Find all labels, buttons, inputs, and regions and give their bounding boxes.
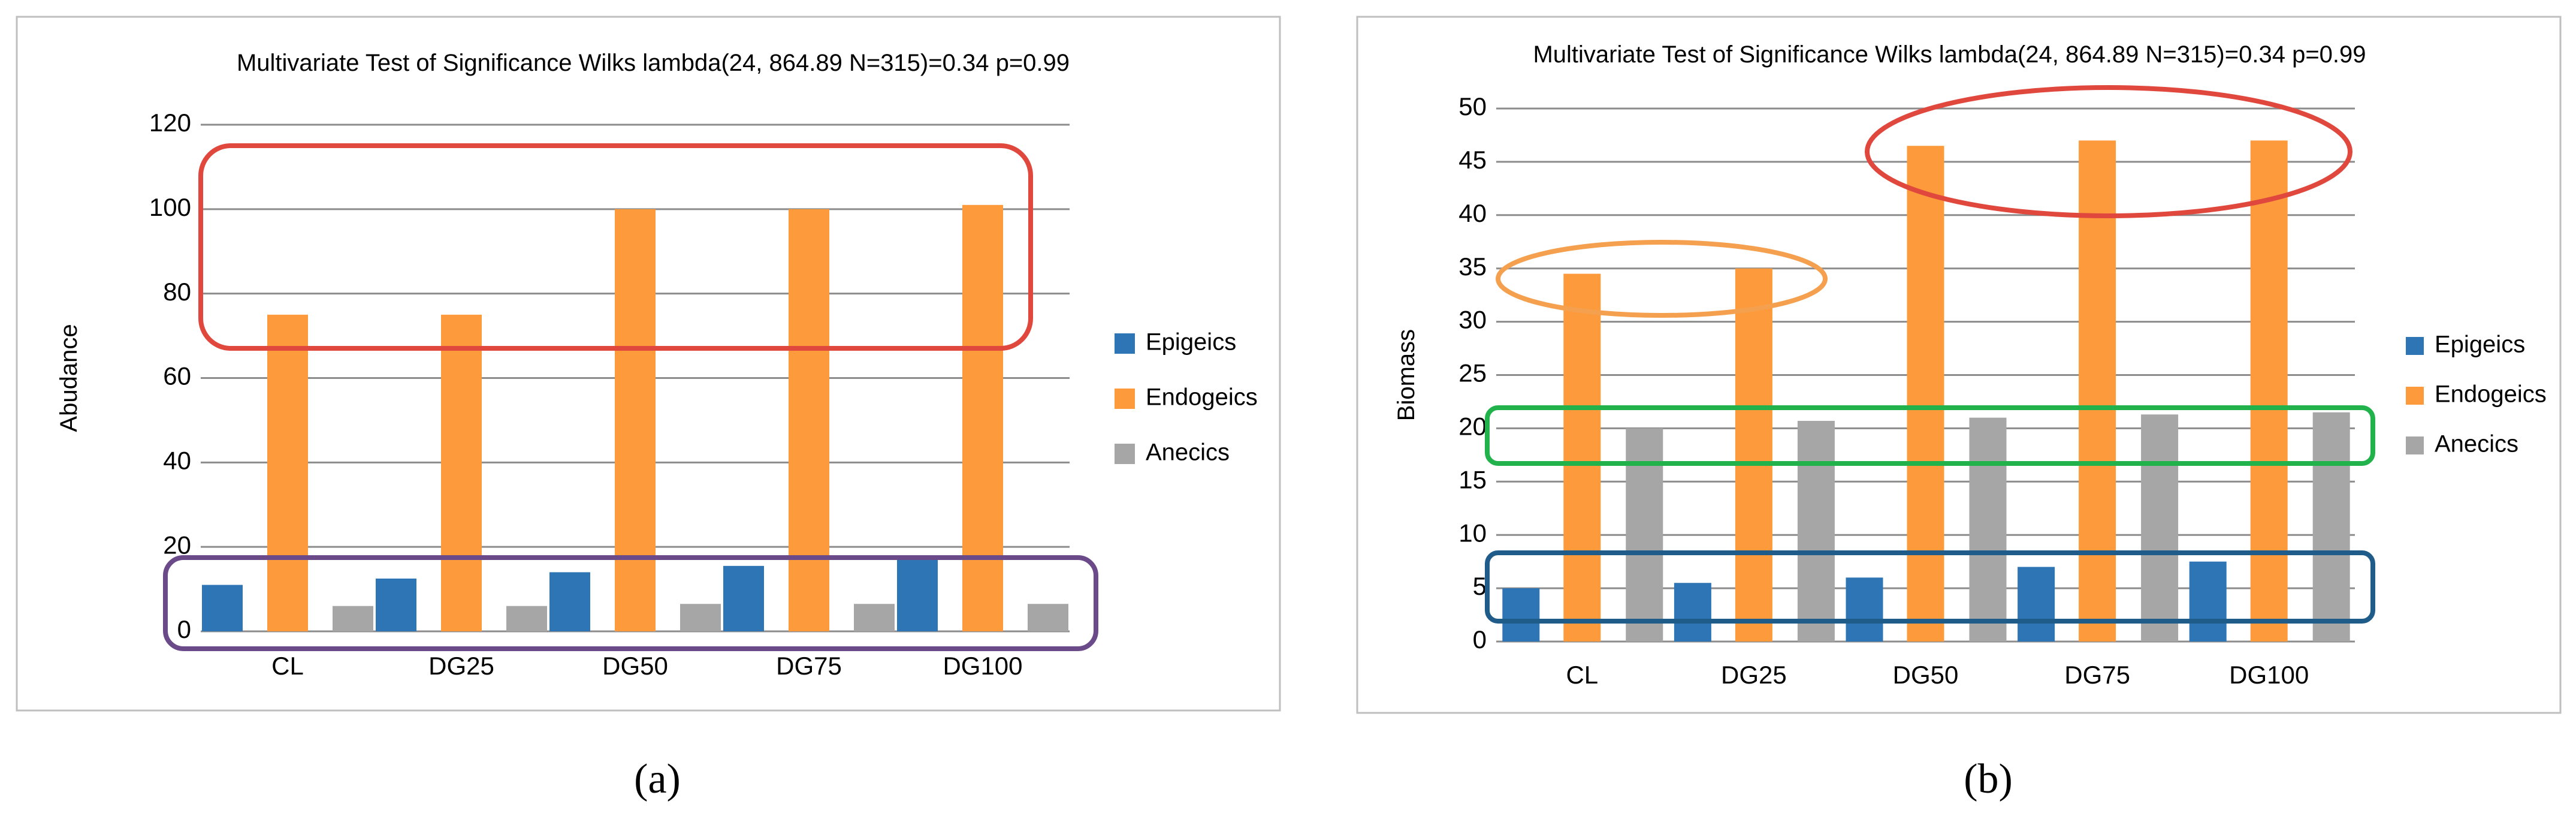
- chart-title: Multivariate Test of Significance Wilks …: [1533, 41, 2366, 68]
- highlight-box-4: [1485, 550, 2375, 624]
- y-tick-label-35: 35: [1458, 252, 1487, 281]
- x-tick-label-dg100: DG100: [943, 652, 1022, 680]
- legend-label-anecics: Anecics: [1146, 439, 1230, 466]
- bar-endogeics-dg50: [1907, 146, 1944, 642]
- bar-endogeics-dg100: [2250, 140, 2288, 642]
- legend-label-epigeics: Epigeics: [2435, 332, 2525, 358]
- legend-label-anecics: Anecics: [2435, 431, 2518, 457]
- bar-endogeics-dg50: [615, 209, 656, 631]
- bar-anecics-dg50: [1969, 417, 2007, 642]
- bar-anecics-dg75: [2141, 414, 2179, 642]
- chart-panel-a: Multivariate Test of Significance Wilks …: [16, 16, 1281, 802]
- y-tick-label-15: 15: [1458, 465, 1487, 493]
- bar-epigeics-cl: [202, 585, 243, 631]
- bar-anecics-dg25: [506, 606, 547, 631]
- bar-anecics-dg100: [2312, 412, 2350, 642]
- y-tick-label-80: 80: [163, 278, 191, 306]
- bar-endogeics-dg25: [1735, 268, 1772, 642]
- highlight-ellipse-2: [1865, 85, 2352, 218]
- x-tick-label-cl: CL: [1566, 661, 1598, 689]
- y-axis-label: Abudance: [56, 324, 82, 432]
- x-tick-label-dg75: DG75: [776, 652, 842, 680]
- y-tick-label-50: 50: [1458, 92, 1487, 121]
- y-tick-label-5: 5: [1473, 572, 1487, 600]
- x-tick-label-dg50: DG50: [602, 652, 668, 680]
- legend-swatch-epigeics: [2406, 337, 2424, 355]
- chart-frame: [1356, 16, 2562, 714]
- chart-title: Multivariate Test of Significance Wilks …: [237, 50, 1070, 76]
- bar-anecics-dg50: [680, 604, 721, 631]
- bar-endogeics-cl: [1563, 273, 1601, 642]
- y-tick-label-100: 100: [149, 193, 191, 221]
- bar-endogeics-dg25: [441, 314, 482, 631]
- y-tick-label-30: 30: [1458, 306, 1487, 334]
- x-tick-label-dg25: DG25: [428, 652, 494, 680]
- legend-swatch-anecics: [1115, 444, 1135, 464]
- bar-epigeics-cl: [1502, 588, 1540, 642]
- y-tick-label-25: 25: [1458, 359, 1487, 387]
- bar-epigeics-dg50: [549, 572, 590, 631]
- bar-anecics-dg75: [854, 604, 895, 631]
- highlight-ellipse-1: [1496, 240, 1828, 318]
- legend-swatch-endogeics: [2406, 387, 2424, 405]
- y-tick-label-40: 40: [1458, 199, 1487, 227]
- bar-endogeics-cl: [267, 314, 308, 631]
- bar-endogeics-dg75: [2079, 140, 2116, 642]
- bar-epigeics-dg75: [723, 565, 764, 631]
- bar-endogeics-dg100: [962, 204, 1003, 632]
- legend-label-endogeics: Endogeics: [1146, 384, 1258, 411]
- bar-anecics-dg100: [1028, 604, 1068, 631]
- x-tick-label-dg75: DG75: [2064, 661, 2130, 689]
- bar-anecics-dg25: [1797, 420, 1835, 642]
- y-tick-label-45: 45: [1458, 146, 1487, 174]
- panel-label: (b): [1964, 756, 2013, 802]
- legend-swatch-endogeics: [1115, 389, 1135, 409]
- bar-anecics-cl: [333, 606, 373, 631]
- y-tick-label-0: 0: [1473, 625, 1487, 654]
- panel-label: (a): [634, 756, 681, 802]
- y-tick-label-120: 120: [149, 109, 191, 137]
- bar-epigeics-dg25: [1674, 583, 1711, 642]
- bar-epigeics-dg75: [2018, 567, 2055, 642]
- x-tick-label-cl: CL: [271, 652, 304, 680]
- y-axis-label: Biomass: [1393, 329, 1420, 421]
- legend-label-epigeics: Epigeics: [1146, 329, 1236, 356]
- bar-anecics-cl: [1626, 428, 1663, 642]
- bar-epigeics-dg50: [1846, 577, 1883, 642]
- legend-swatch-epigeics: [1115, 333, 1135, 354]
- x-tick-label-dg100: DG100: [2229, 661, 2309, 689]
- bar-epigeics-dg25: [376, 578, 416, 631]
- bar-endogeics-dg75: [789, 209, 829, 631]
- highlight-box-3: [1485, 405, 2375, 466]
- highlight-box-2: [163, 555, 1098, 651]
- y-tick-label-20: 20: [1458, 412, 1487, 440]
- y-tick-label-20: 20: [163, 531, 191, 559]
- chart-panel-b: Multivariate Test of Significance Wilks …: [1356, 16, 2562, 802]
- bar-epigeics-dg100: [897, 557, 938, 631]
- highlight-box-1: [198, 143, 1033, 351]
- y-tick-label-40: 40: [163, 446, 191, 474]
- x-tick-label-dg25: DG25: [1721, 661, 1787, 689]
- y-tick-label-0: 0: [177, 615, 191, 643]
- legend-swatch-anecics: [2406, 436, 2424, 454]
- legend-label-endogeics: Endogeics: [2435, 381, 2547, 408]
- y-tick-label-60: 60: [163, 362, 191, 390]
- x-tick-label-dg50: DG50: [1893, 661, 1959, 689]
- bar-epigeics-dg100: [2189, 561, 2227, 642]
- y-tick-label-10: 10: [1458, 519, 1487, 547]
